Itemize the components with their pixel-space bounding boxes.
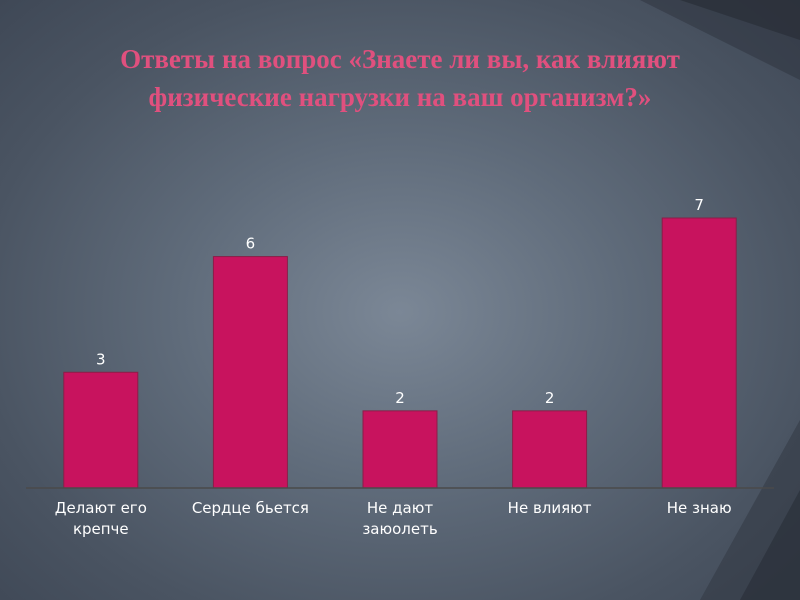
slide-title: Ответы на вопрос «Знаете ли вы, как влия…	[40, 40, 760, 116]
data-label-2: 2	[395, 389, 405, 407]
category-label-3: Не влияют	[508, 499, 592, 517]
data-label-4: 7	[694, 196, 704, 214]
bar-1	[212, 256, 288, 489]
category-label-2: Не дают заюолеть	[362, 499, 437, 538]
data-label-1: 6	[246, 235, 256, 253]
bar-4	[661, 217, 737, 489]
data-label-0: 3	[96, 350, 106, 368]
bar-0	[63, 371, 139, 489]
data-label-3: 2	[545, 389, 555, 407]
title-line-1: Ответы на вопрос «Знаете ли вы, как влия…	[120, 44, 680, 74]
category-label-1: Сердце бьется	[192, 499, 309, 517]
title-line-2: физические нагрузки на ваш организм?»	[148, 82, 652, 112]
category-label-4: Не знаю	[667, 499, 732, 517]
bar-3	[512, 410, 588, 489]
category-label-0: Делают его крепче	[55, 499, 147, 538]
bar-2	[362, 410, 438, 489]
